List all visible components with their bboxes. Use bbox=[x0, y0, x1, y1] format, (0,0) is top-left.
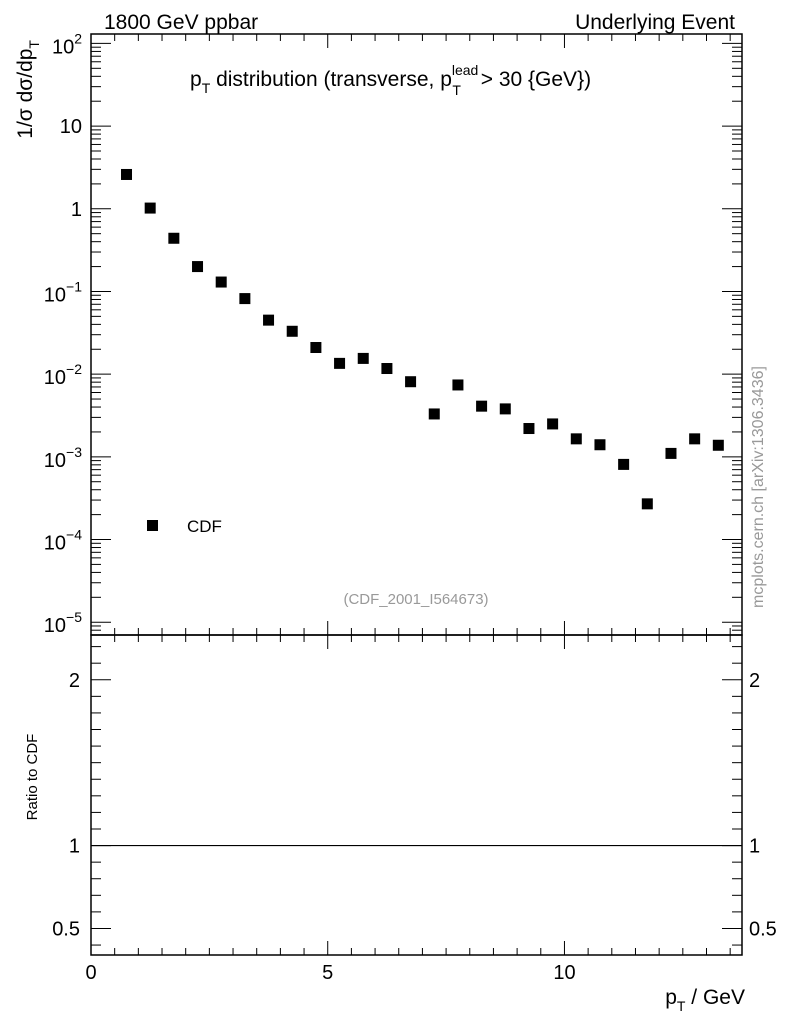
data-point bbox=[405, 376, 417, 388]
title-lead-subscript: T bbox=[452, 82, 461, 98]
x-label-unit: / GeV bbox=[685, 986, 745, 1009]
ratio-tick-label-right: 2 bbox=[749, 670, 760, 692]
data-point bbox=[192, 261, 204, 273]
side-source-label: mcplots.cern.ch [arXiv:1306.3436] bbox=[750, 366, 767, 608]
x-label-subscript: T bbox=[677, 998, 686, 1014]
data-point bbox=[286, 325, 298, 337]
data-point bbox=[712, 439, 724, 451]
y-tick-label: 10−2 bbox=[44, 361, 82, 389]
analysis-watermark: (CDF_2001_I564673) bbox=[343, 591, 488, 608]
data-point bbox=[499, 403, 511, 415]
y-tick-label: 1 bbox=[71, 199, 82, 221]
data-point bbox=[665, 447, 677, 459]
title-p-subscript: T bbox=[202, 80, 211, 96]
data-point bbox=[263, 314, 275, 326]
header-left-label: 1800 GeV ppbar bbox=[104, 11, 258, 34]
title-p: p bbox=[190, 68, 202, 91]
x-tick-label: 10 bbox=[553, 962, 575, 984]
header-right-label: Underlying Event bbox=[575, 11, 735, 34]
ratio-tick-label-right: 1 bbox=[749, 836, 760, 858]
data-point bbox=[618, 458, 630, 470]
upper-y-label-subscript: T bbox=[26, 40, 42, 49]
legend-marker bbox=[147, 520, 158, 531]
upper-y-label-main: 1/σ dσ/dp bbox=[14, 49, 37, 139]
x-axis-label: pT / GeV bbox=[665, 986, 745, 1014]
data-point bbox=[594, 439, 606, 451]
title-middle: distribution (transverse, bbox=[210, 68, 440, 91]
data-point bbox=[310, 342, 322, 354]
y-tick-label: 10−1 bbox=[44, 278, 82, 306]
upper-axes: 102 10 1 10−1 10−2 10−3 10−4 10−5 bbox=[44, 30, 742, 637]
upper-plot-frame bbox=[90, 33, 743, 636]
data-point bbox=[121, 168, 133, 180]
ratio-tick-label-left: 0.5 bbox=[52, 918, 80, 940]
ratio-tick-label-left: 1 bbox=[69, 836, 80, 858]
y-tick-label: 10−5 bbox=[44, 609, 82, 637]
title-end: > 30 {GeV}) bbox=[475, 68, 591, 91]
data-point bbox=[168, 232, 180, 244]
data-point bbox=[452, 379, 464, 391]
data-point bbox=[144, 202, 156, 214]
legend-label: CDF bbox=[187, 517, 222, 536]
upper-y-axis-label: 1/σ dσ/dpT bbox=[14, 40, 42, 139]
data-point bbox=[239, 293, 251, 305]
data-point bbox=[334, 357, 346, 369]
data-point bbox=[428, 408, 440, 420]
lower-plot-frame bbox=[90, 634, 743, 956]
title-lead-superscript: lead bbox=[452, 62, 478, 78]
y-tick-label: 10−4 bbox=[44, 527, 82, 555]
x-tick-label: 5 bbox=[322, 962, 333, 984]
ratio-tick-label-right: 0.5 bbox=[749, 918, 777, 940]
ratio-tick-label-left: 2 bbox=[69, 670, 80, 692]
y-tick-label: 102 bbox=[52, 30, 82, 58]
data-point bbox=[547, 418, 559, 430]
data-point bbox=[689, 433, 701, 445]
lower-axes: 0 5 10 2 2 1 1 0.5 0.5 bbox=[52, 635, 777, 984]
data-point bbox=[215, 276, 227, 288]
data-point bbox=[357, 352, 369, 364]
x-tick-label: 0 bbox=[85, 962, 96, 984]
main-plot-title: pT distribution (transverse, plead T > 30… bbox=[190, 62, 591, 98]
data-points bbox=[121, 168, 724, 510]
title-p-lead: p bbox=[440, 68, 452, 91]
y-tick-label: 10 bbox=[60, 116, 82, 138]
y-tick-label: 10−3 bbox=[44, 444, 82, 472]
data-point bbox=[570, 433, 582, 445]
lower-y-axis-label: Ratio to CDF bbox=[24, 734, 41, 821]
x-label-p: p bbox=[665, 986, 677, 1009]
data-point bbox=[381, 363, 393, 375]
data-point bbox=[476, 400, 488, 412]
data-point bbox=[641, 498, 653, 510]
data-point bbox=[523, 423, 535, 435]
